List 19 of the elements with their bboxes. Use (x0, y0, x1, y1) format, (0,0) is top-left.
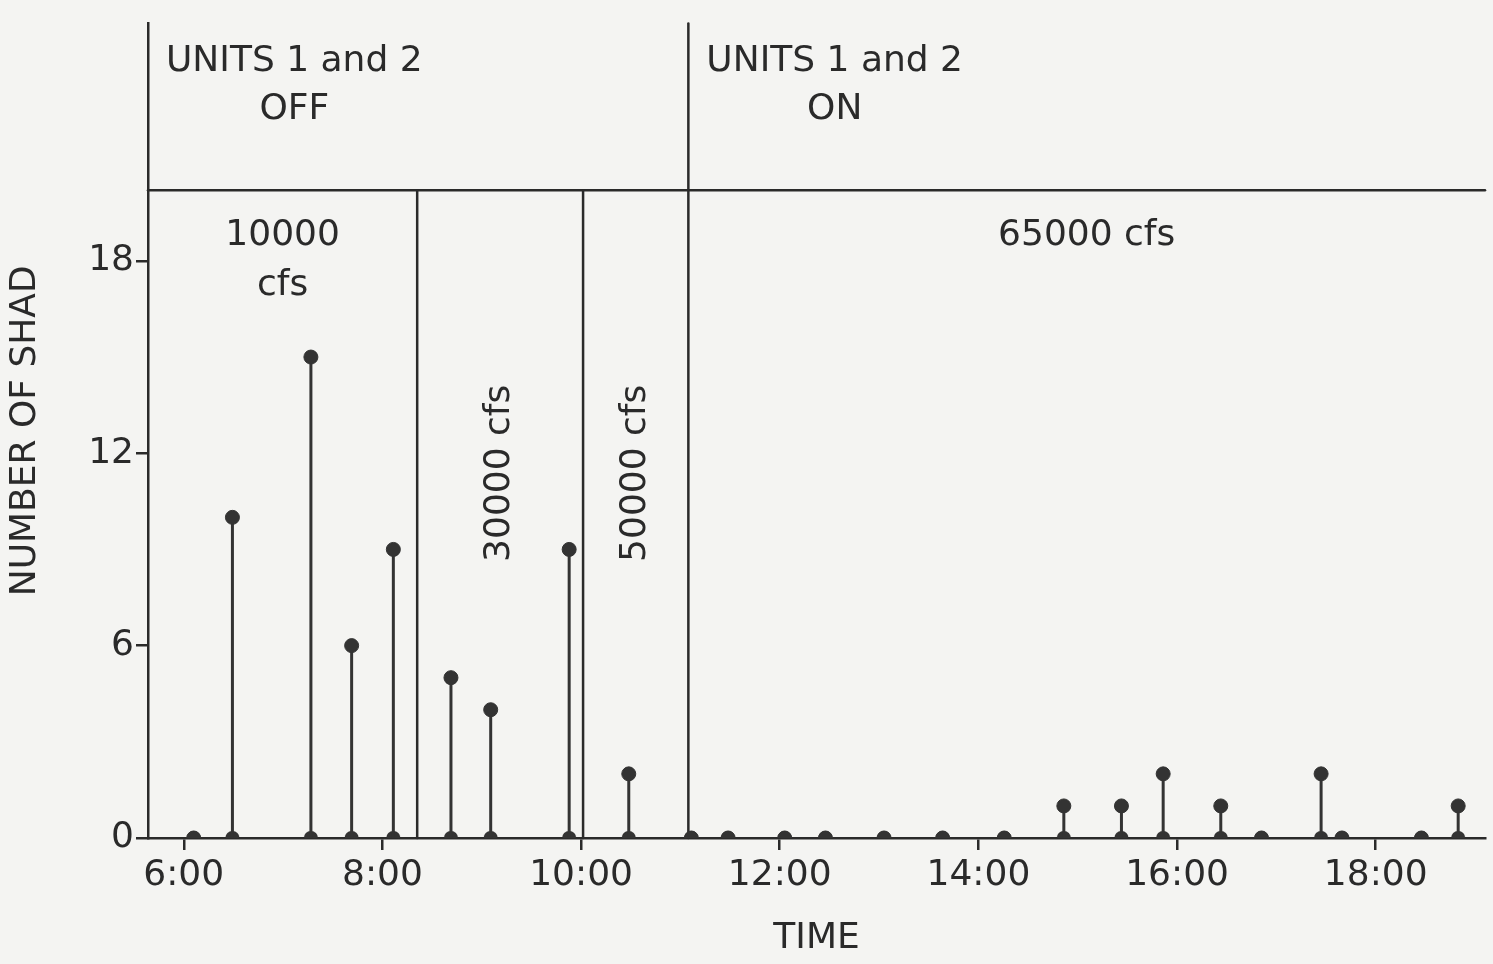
y-tick-label: 0 (111, 814, 134, 856)
x-tick-label: 10:00 (529, 851, 633, 893)
x-tick-label: 16:00 (1125, 851, 1229, 893)
y-tick-label: 12 (88, 429, 134, 471)
x-tick-label: 14:00 (926, 851, 1031, 893)
annotation: 30000 cfs (476, 384, 518, 562)
annotation: 10000 cfs (225, 211, 340, 303)
x-tick-label: 12:00 (727, 851, 832, 893)
annotation: 50000 cfs (612, 384, 654, 562)
annotation: UNITS 1 and 2 ON (706, 37, 963, 127)
y-tick-label: 18 (88, 237, 134, 279)
y-tick-label: 6 (111, 621, 134, 663)
x-tick-label: 18:00 (1323, 851, 1428, 893)
x-tick-label: 6:00 (143, 851, 225, 893)
annotation: 65000 cfs (998, 211, 1176, 253)
x-axis-title: TIME (772, 914, 860, 956)
y-axis-title: NUMBER OF SHAD (1, 265, 43, 597)
x-tick-label: 8:00 (342, 851, 423, 893)
annotation: UNITS 1 and 2 OFF (166, 37, 423, 127)
